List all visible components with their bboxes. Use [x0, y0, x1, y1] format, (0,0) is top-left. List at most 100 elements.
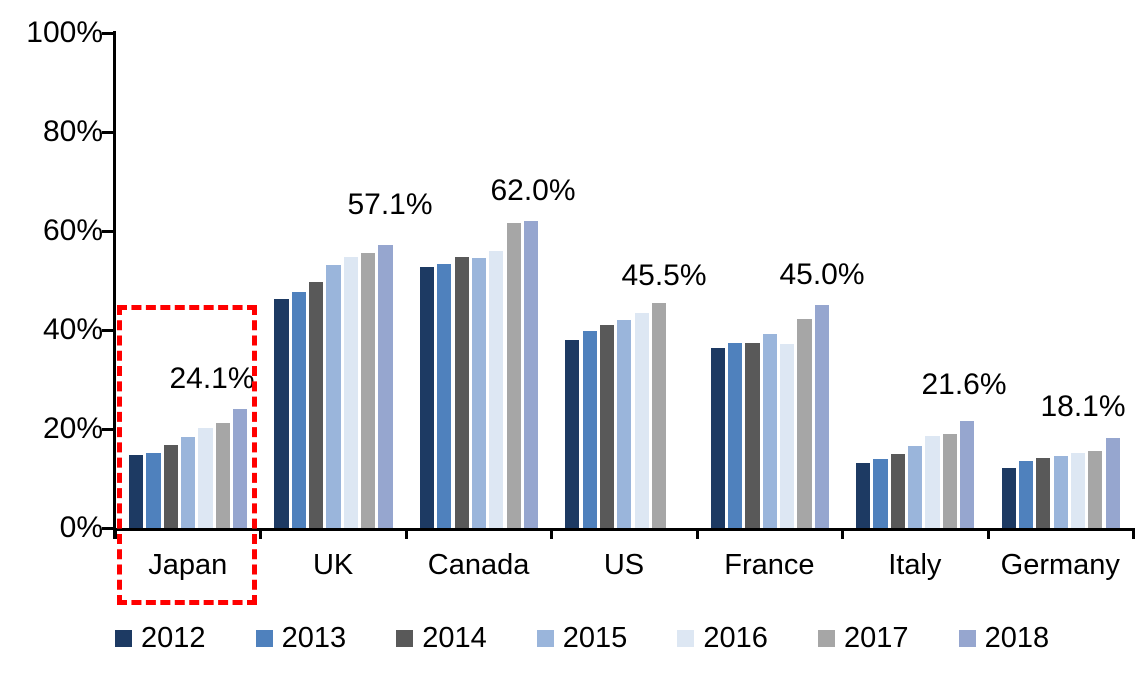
- data-label: 18.1%: [1040, 390, 1126, 423]
- bar-us-2012: [565, 339, 580, 528]
- bar-uk-2014: [309, 281, 324, 528]
- legend-item-2012: 2012: [115, 621, 206, 655]
- bar-us-2017: [651, 302, 667, 528]
- x-axis-line: [113, 528, 1135, 531]
- x-tick-mark: [550, 528, 554, 539]
- bar-germany-2013: [1018, 460, 1034, 528]
- y-tick-label: 100%: [26, 16, 103, 49]
- x-category-label-france: France: [724, 549, 815, 581]
- bar-us-2013: [582, 330, 597, 528]
- legend-label: 2017: [844, 621, 909, 654]
- data-label: 45.5%: [621, 259, 707, 292]
- x-tick-mark: [841, 528, 845, 539]
- legend-item-2013: 2013: [255, 621, 347, 655]
- bar-canada-2015: [471, 258, 487, 528]
- bar-germany-2016: [1070, 452, 1086, 528]
- bar-france-2013: [728, 342, 743, 528]
- x-tick-mark: [986, 528, 990, 539]
- bar-japan-2015: [180, 436, 196, 528]
- bar-canada-2014: [454, 257, 469, 528]
- bar-japan-2018: [232, 408, 248, 528]
- y-tick-label: 20%: [42, 412, 103, 445]
- y-tick-mark: [102, 230, 113, 233]
- legend-swatch: [958, 629, 976, 647]
- y-axis-line: [113, 31, 116, 539]
- y-tick-label: 60%: [42, 214, 103, 247]
- y-tick-label: 40%: [42, 313, 103, 346]
- y-tick-mark: [102, 131, 113, 134]
- legend-item-2016: 2016: [677, 621, 768, 655]
- bar-uk-2012: [274, 298, 289, 528]
- x-category-label-us: US: [603, 549, 645, 581]
- y-tick-mark: [102, 329, 113, 332]
- legend-item-2018: 2018: [958, 621, 1050, 655]
- bar-france-2014: [745, 342, 760, 528]
- y-tick-label: 80%: [42, 115, 103, 148]
- bar-canada-2016: [489, 250, 504, 528]
- bar-uk-2018: [378, 245, 393, 528]
- legend-label: 2014: [422, 621, 487, 654]
- bar-italy-2015: [908, 445, 923, 528]
- y-tick-mark: [102, 527, 113, 530]
- legend-label: 2015: [562, 621, 628, 654]
- bar-us-2014: [599, 325, 615, 528]
- bar-italy-2013: [873, 459, 888, 528]
- bar-italy-2014: [890, 453, 905, 528]
- bar-uk-2016: [343, 257, 358, 528]
- bar-canada-2012: [419, 266, 435, 528]
- legend-label: 2018: [984, 621, 1050, 654]
- data-label: 21.6%: [921, 368, 1007, 401]
- x-category-label-uk: UK: [312, 549, 354, 581]
- bar-canada-2017: [506, 223, 521, 528]
- bar-canada-2013: [437, 264, 452, 528]
- legend-swatch: [818, 629, 835, 647]
- highlight-dashed-box: [117, 305, 258, 605]
- data-label: 45.0%: [779, 258, 865, 291]
- legend-swatch: [677, 629, 695, 647]
- legend-swatch: [255, 629, 273, 647]
- legend-item-2017: 2017: [818, 621, 909, 655]
- x-tick-mark: [1132, 528, 1135, 539]
- bar-uk-2015: [326, 265, 341, 528]
- data-label: 62.0%: [490, 174, 576, 207]
- legend-swatch: [396, 629, 414, 647]
- data-label: 24.1%: [169, 362, 255, 395]
- bar-france-2016: [780, 343, 795, 528]
- bar-uk-2017: [361, 252, 376, 528]
- bar-france-2017: [797, 318, 812, 528]
- x-tick-mark: [695, 528, 699, 539]
- bar-france-2018: [814, 305, 829, 528]
- bar-italy-2016: [925, 435, 940, 528]
- bar-germany-2014: [1036, 458, 1051, 528]
- x-category-label-canada: Canada: [427, 549, 530, 581]
- legend-item-2015: 2015: [536, 621, 628, 655]
- bar-japan-2017: [215, 423, 230, 528]
- legend-label: 2012: [141, 621, 206, 654]
- bar-germany-2015: [1053, 456, 1068, 528]
- legend-label: 2013: [281, 621, 347, 654]
- legend-item-2014: 2014: [396, 621, 487, 655]
- x-tick-mark: [404, 528, 408, 539]
- bar-france-2015: [762, 333, 777, 528]
- y-tick-mark: [102, 428, 113, 431]
- x-category-label-japan: Japan: [148, 549, 228, 581]
- legend-label: 2016: [703, 621, 768, 654]
- bar-japan-2014: [163, 444, 178, 528]
- bar-germany-2018: [1105, 438, 1120, 528]
- bar-italy-2017: [942, 433, 957, 528]
- x-tick-mark: [114, 528, 117, 539]
- x-category-label-italy: Italy: [888, 549, 942, 581]
- legend-swatch: [536, 629, 554, 647]
- x-tick-mark: [259, 528, 263, 539]
- bar-italy-2018: [960, 421, 975, 528]
- bar-japan-2013: [146, 453, 161, 528]
- bar-germany-2017: [1088, 450, 1103, 528]
- bar-germany-2012: [1001, 467, 1016, 528]
- bar-italy-2012: [856, 463, 871, 528]
- bar-us-2016: [634, 312, 649, 528]
- bar-japan-2012: [129, 454, 144, 528]
- legend-swatch: [115, 629, 132, 647]
- data-label: 57.1%: [347, 188, 433, 221]
- x-category-label-germany: Germany: [1000, 549, 1120, 581]
